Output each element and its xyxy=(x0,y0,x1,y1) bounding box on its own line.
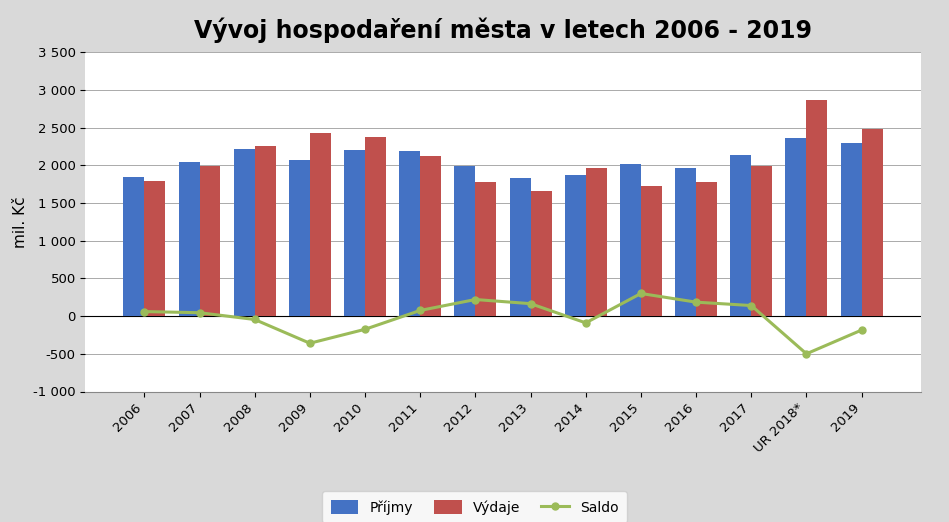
Bar xyxy=(254,146,275,316)
Bar xyxy=(586,168,606,316)
Legend: Příjmy, Výdaje, Saldo: Příjmy, Výdaje, Saldo xyxy=(323,491,626,522)
Bar xyxy=(510,178,530,316)
Saldo xyxy=(856,327,867,333)
Bar xyxy=(807,100,828,316)
Bar xyxy=(752,166,772,316)
Bar xyxy=(862,129,883,316)
Bar xyxy=(288,160,310,316)
Saldo xyxy=(801,351,812,357)
Saldo xyxy=(525,301,536,307)
Bar xyxy=(344,150,365,316)
Bar xyxy=(696,182,717,316)
Saldo xyxy=(635,290,646,296)
Bar xyxy=(455,165,475,316)
Bar xyxy=(420,156,441,316)
Saldo xyxy=(415,307,426,314)
Bar xyxy=(786,138,807,316)
Bar xyxy=(475,182,496,316)
Bar xyxy=(400,150,420,316)
Saldo xyxy=(470,296,481,303)
Saldo xyxy=(580,320,591,326)
Saldo xyxy=(690,299,701,305)
Saldo xyxy=(139,309,150,315)
Saldo xyxy=(194,310,205,316)
Bar xyxy=(675,168,696,316)
Bar xyxy=(731,156,752,316)
Bar xyxy=(144,181,165,316)
Saldo xyxy=(249,316,260,323)
Title: Vývoj hospodaření města v letech 2006 - 2019: Vývoj hospodaření města v letech 2006 - … xyxy=(194,18,812,43)
Bar xyxy=(199,165,220,316)
Y-axis label: mil. Kč: mil. Kč xyxy=(12,196,28,247)
Bar xyxy=(178,162,199,316)
Line: Saldo: Saldo xyxy=(140,290,865,357)
Bar xyxy=(310,133,331,316)
Saldo xyxy=(305,340,316,347)
Bar xyxy=(620,164,641,316)
Saldo xyxy=(746,302,757,309)
Saldo xyxy=(360,326,371,333)
Bar xyxy=(123,176,144,316)
Bar xyxy=(641,186,661,316)
Bar xyxy=(233,149,254,316)
Bar xyxy=(530,191,551,316)
Bar xyxy=(841,144,862,316)
Bar xyxy=(365,137,386,316)
Bar xyxy=(565,175,586,316)
